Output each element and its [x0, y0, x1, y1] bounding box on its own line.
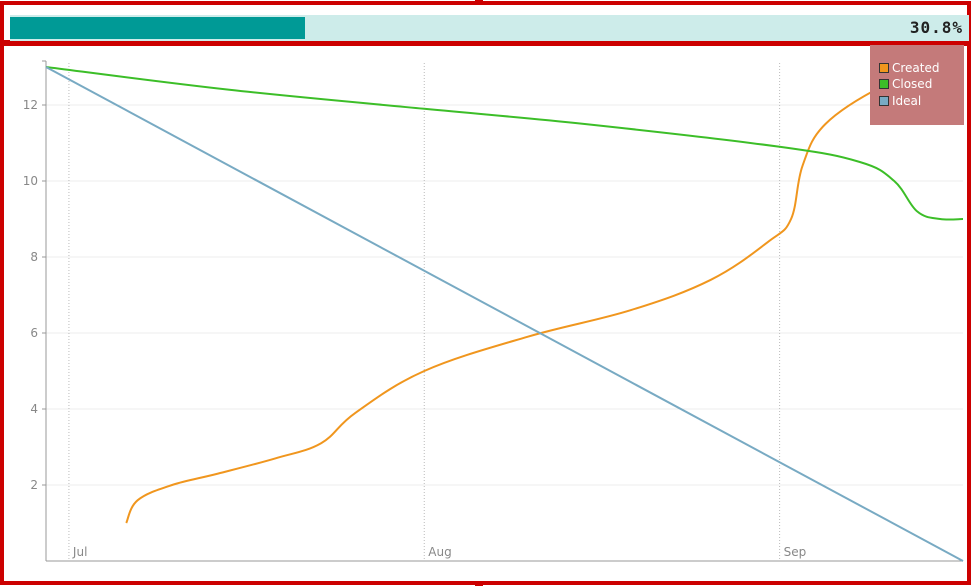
y-tick-label: 4	[30, 402, 38, 416]
chart-panel	[0, 42, 971, 585]
label-layer: 2 4 6 8 10 12 Jul Aug Sep	[23, 98, 807, 559]
progress-percent: 30.8%	[909, 18, 963, 37]
x-tick-label: Sep	[784, 545, 807, 559]
legend-swatch-ideal	[879, 96, 889, 106]
series-line-created	[125, 66, 964, 524]
series-line-ideal	[45, 66, 964, 562]
legend-label-created: Created	[892, 61, 940, 75]
legend-item-created: Created	[879, 60, 940, 76]
y-tick-label: 6	[30, 326, 38, 340]
axis-layer	[42, 60, 963, 562]
y-tick-label: 10	[23, 174, 38, 188]
x-tick-label: Aug	[428, 545, 451, 559]
legend-swatch-closed	[879, 79, 889, 89]
top-notch	[475, 0, 483, 4]
progress-fill	[10, 17, 306, 39]
legend-label-ideal: Ideal	[892, 94, 922, 108]
y-tick-label: 8	[30, 250, 38, 264]
y-tick-label: 12	[23, 98, 38, 112]
y-tick-label: 2	[30, 478, 38, 492]
chart-legend: Created Closed Ideal	[870, 45, 964, 125]
progress-track: 30.8%	[10, 15, 969, 41]
grid-layer	[46, 63, 963, 561]
legend-item-ideal: Ideal	[879, 93, 921, 109]
x-tick-label: Jul	[72, 545, 87, 559]
series-layer	[45, 66, 964, 562]
legend-label-closed: Closed	[892, 77, 933, 91]
legend-swatch-created	[879, 63, 889, 73]
series-line-closed	[45, 66, 964, 221]
legend-item-closed: Closed	[879, 76, 932, 92]
bottom-notch	[475, 582, 483, 586]
